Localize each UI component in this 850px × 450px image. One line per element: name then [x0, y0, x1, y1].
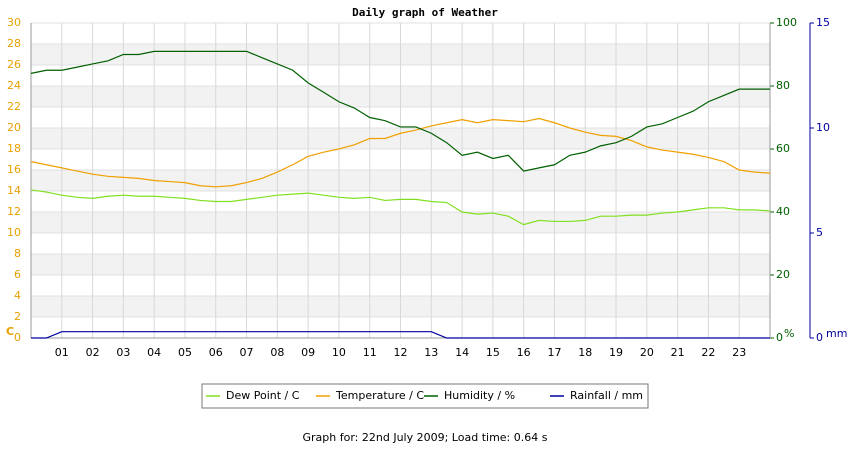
y-tick-label: 8	[14, 247, 21, 260]
y2-unit: %	[784, 327, 794, 340]
y-tick-label: 16	[7, 163, 21, 176]
y-unit: C	[6, 325, 14, 338]
y-tick-label: 20	[7, 121, 21, 134]
y-tick-label: 6	[14, 268, 21, 281]
y3-unit: mm	[826, 327, 847, 340]
y2-tick-label: 100	[776, 16, 797, 29]
x-tick-label: 21	[671, 346, 685, 359]
y2-tick-label: 40	[776, 205, 790, 218]
x-tick-label: 20	[640, 346, 654, 359]
y2-tick-label: 60	[776, 142, 790, 155]
x-tick-label: 02	[86, 346, 100, 359]
y-tick-label: 24	[7, 79, 21, 92]
y-tick-label: 18	[7, 142, 21, 155]
y-tick-label: 12	[7, 205, 21, 218]
y-tick-label: 0	[14, 331, 21, 344]
y2-tick-label: 0	[776, 331, 783, 344]
x-tick-label: 23	[732, 346, 746, 359]
series-line	[30, 50, 770, 172]
y-tick-label: 10	[7, 226, 21, 239]
x-tick-label: 03	[116, 346, 130, 359]
x-tick-label: 01	[55, 346, 69, 359]
y-tick-label: 22	[7, 100, 21, 113]
legend-label: Dew Point / C	[226, 389, 300, 402]
y-tick-label: 26	[7, 58, 21, 71]
y-tick-label: 2	[14, 310, 21, 323]
x-tick-label: 10	[332, 346, 346, 359]
footer: Graph for: 22nd July 2009; Load time: 0.…	[303, 431, 548, 444]
legend-label: Temperature / C	[335, 389, 424, 402]
y2-tick-label: 80	[776, 79, 790, 92]
x-tick-label: 07	[240, 346, 254, 359]
x-tick-label: 14	[455, 346, 469, 359]
x-tick-label: 17	[547, 346, 561, 359]
y3-tick-label: 5	[816, 226, 823, 239]
series-line	[30, 189, 771, 226]
y-tick-label: 28	[7, 37, 21, 50]
x-tick-label: 08	[270, 346, 284, 359]
x-tick-label: 06	[209, 346, 223, 359]
y3-tick-label: 0	[816, 331, 823, 344]
legend-label: Rainfall / mm	[570, 389, 643, 402]
x-tick-label: 13	[424, 346, 438, 359]
x-tick-label: 12	[394, 346, 408, 359]
x-tick-label: 19	[609, 346, 623, 359]
x-tick-label: 16	[517, 346, 531, 359]
x-tick-label: 05	[178, 346, 192, 359]
y3-tick-label: 10	[816, 121, 830, 134]
x-tick-label: 18	[578, 346, 592, 359]
x-tick-label: 09	[301, 346, 315, 359]
y3-tick-label: 15	[816, 16, 830, 29]
series-line	[31, 331, 770, 339]
x-tick-label: 11	[363, 346, 377, 359]
x-tick-label: 04	[147, 346, 161, 359]
y-tick-label: 30	[7, 16, 21, 29]
chart-title: Daily graph of Weather	[352, 6, 498, 19]
x-tick-label: 15	[486, 346, 500, 359]
x-tick-label: 22	[701, 346, 715, 359]
y-tick-label: 14	[7, 184, 21, 197]
y2-tick-label: 20	[776, 268, 790, 281]
y-tick-label: 4	[14, 289, 21, 302]
series-line	[30, 117, 771, 188]
legend-label: Humidity / %	[444, 389, 515, 402]
